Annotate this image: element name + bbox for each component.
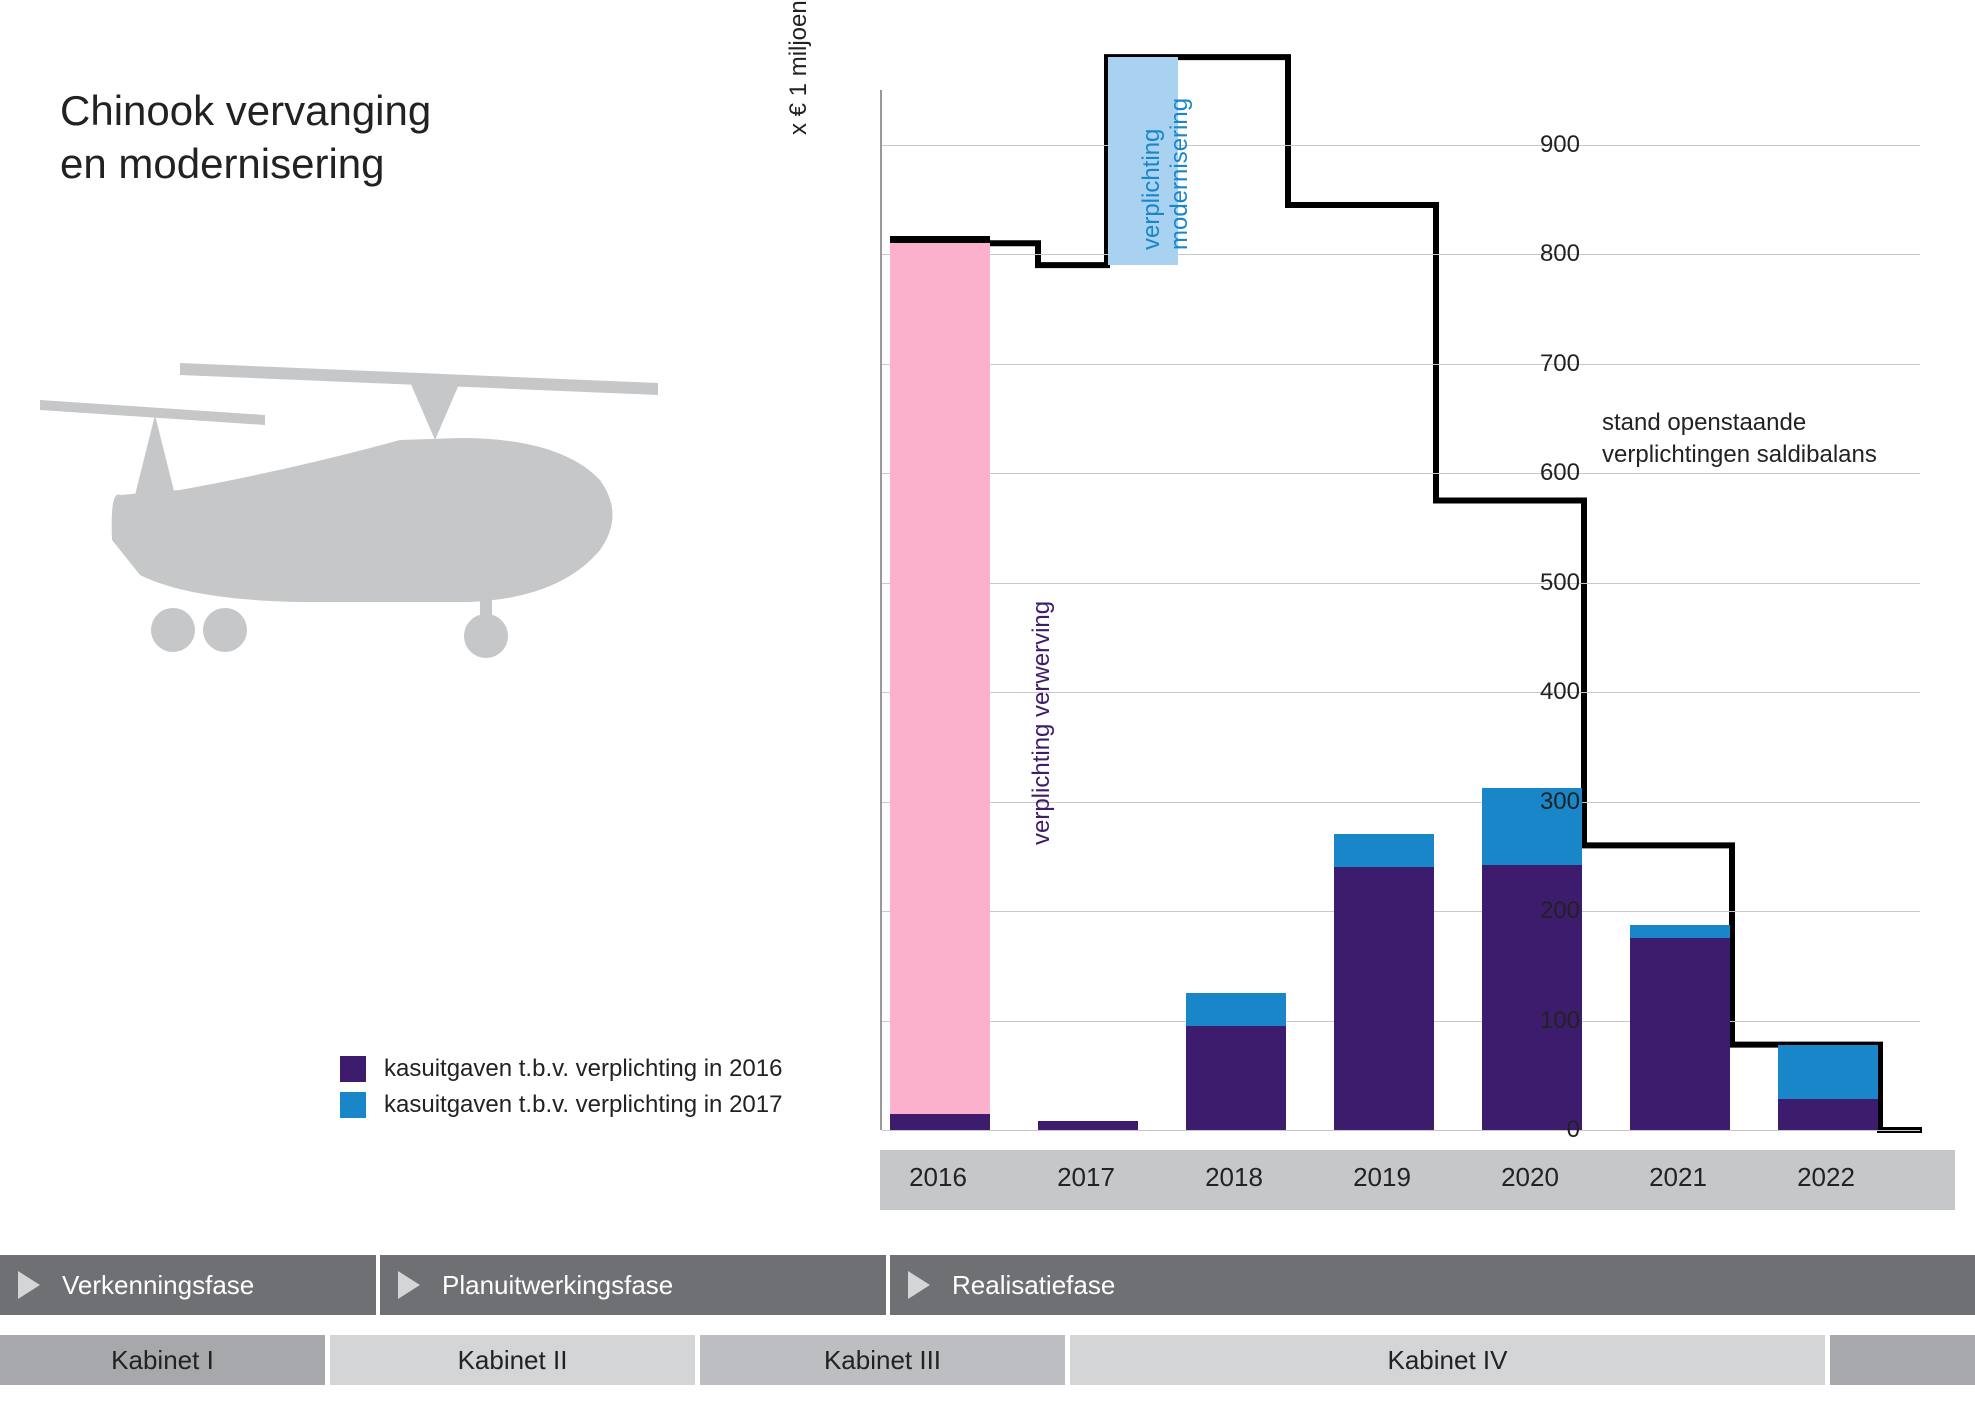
bar-purple-2018 xyxy=(1186,1026,1286,1130)
y-tick-label: 200 xyxy=(1510,897,1580,925)
cabinet-3: Kabinet IV xyxy=(1070,1335,1830,1385)
phase-arrow-icon xyxy=(398,1271,420,1299)
bar-purple-2021 xyxy=(1630,938,1730,1130)
cabinet-2: Kabinet III xyxy=(700,1335,1070,1385)
page-title: Chinook vervanging en modernisering xyxy=(60,85,431,190)
phase-label-0: Verkenningsfase xyxy=(62,1270,254,1301)
y-tick-label: 400 xyxy=(1510,678,1580,706)
phase-label-2: Realisatiefase xyxy=(952,1270,1115,1301)
y-axis-label: x € 1 miljoen xyxy=(785,0,813,135)
bar-blue-2019 xyxy=(1334,834,1434,867)
legend-swatch-2016 xyxy=(340,1056,366,1082)
x-tick-2016: 2016 xyxy=(909,1162,967,1193)
x-tick-2017: 2017 xyxy=(1057,1162,1115,1193)
commitment-pink-label: verplichting verwerving xyxy=(1028,601,1056,845)
y-tick-label: 0 xyxy=(1510,1116,1580,1144)
bar-2018 xyxy=(1186,90,1286,1130)
cabinet-4 xyxy=(1830,1335,1975,1385)
y-tick-label: 100 xyxy=(1510,1007,1580,1035)
x-tick-2019: 2019 xyxy=(1353,1162,1411,1193)
gridline xyxy=(882,1130,1920,1131)
bar-2019 xyxy=(1334,90,1434,1130)
phase-arrow-icon xyxy=(908,1271,930,1299)
legend-swatch-2017 xyxy=(340,1092,366,1118)
y-tick-label: 500 xyxy=(1510,569,1580,597)
legend: kasuitgaven t.b.v. verplichting in 2016 … xyxy=(340,1055,782,1127)
y-tick-label: 800 xyxy=(1510,240,1580,268)
bar-purple-2017 xyxy=(1038,1121,1138,1130)
legend-item-2017: kasuitgaven t.b.v. verplichting in 2017 xyxy=(340,1091,782,1119)
y-tick-label: 600 xyxy=(1510,459,1580,487)
title-line-2: en modernisering xyxy=(60,140,385,187)
x-tick-2021: 2021 xyxy=(1649,1162,1707,1193)
bar-2021 xyxy=(1630,90,1730,1130)
commitment-pink-cap xyxy=(890,236,990,243)
phase-0: Verkenningsfase xyxy=(0,1255,380,1315)
legend-item-2016: kasuitgaven t.b.v. verplichting in 2016 xyxy=(340,1055,782,1083)
bar-blue-2018 xyxy=(1186,993,1286,1026)
bar-purple-2016 xyxy=(890,1114,990,1130)
x-tick-2018: 2018 xyxy=(1205,1162,1263,1193)
x-tick-2022: 2022 xyxy=(1797,1162,1855,1193)
phase-arrow-icon xyxy=(18,1271,40,1299)
cabinet-1: Kabinet II xyxy=(330,1335,700,1385)
plot-area: verplichting verwerving verplichtingmoder… xyxy=(880,90,1920,1130)
bar-blue-2021 xyxy=(1630,925,1730,938)
phase-2: Realisatiefase xyxy=(890,1255,1975,1315)
x-axis-band xyxy=(880,1150,1955,1210)
commitment-lightblue-label-1: verplichting xyxy=(1138,129,1166,250)
title-line-1: Chinook vervanging xyxy=(60,87,431,134)
bar-purple-2022 xyxy=(1778,1099,1878,1130)
step-line-annotation: stand openstaandeverplichtingen saldibal… xyxy=(1602,407,1877,469)
y-tick-label: 700 xyxy=(1510,350,1580,378)
x-tick-2020: 2020 xyxy=(1501,1162,1559,1193)
phase-1: Planuitwerkingsfase xyxy=(380,1255,890,1315)
commitment-pink-bar xyxy=(890,243,990,1113)
bar-blue-2022 xyxy=(1778,1045,1878,1100)
y-tick-label: 900 xyxy=(1510,131,1580,159)
helicopter-icon xyxy=(40,340,660,680)
commitment-lightblue-label-2: modernisering xyxy=(1166,98,1194,250)
cabinet-0: Kabinet I xyxy=(0,1335,330,1385)
phase-label-1: Planuitwerkingsfase xyxy=(442,1270,673,1301)
cabinet-row: Kabinet IKabinet IIKabinet IIIKabinet IV xyxy=(0,1335,1975,1385)
y-tick-label: 300 xyxy=(1510,788,1580,816)
bar-2022 xyxy=(1778,90,1878,1130)
bar-purple-2019 xyxy=(1334,867,1434,1130)
phase-row: Verkenningsfase Planuitwerkingsfase Realis… xyxy=(0,1255,1975,1315)
chart: x € 1 miljoen verplichting verwervingver… xyxy=(720,50,1955,1150)
